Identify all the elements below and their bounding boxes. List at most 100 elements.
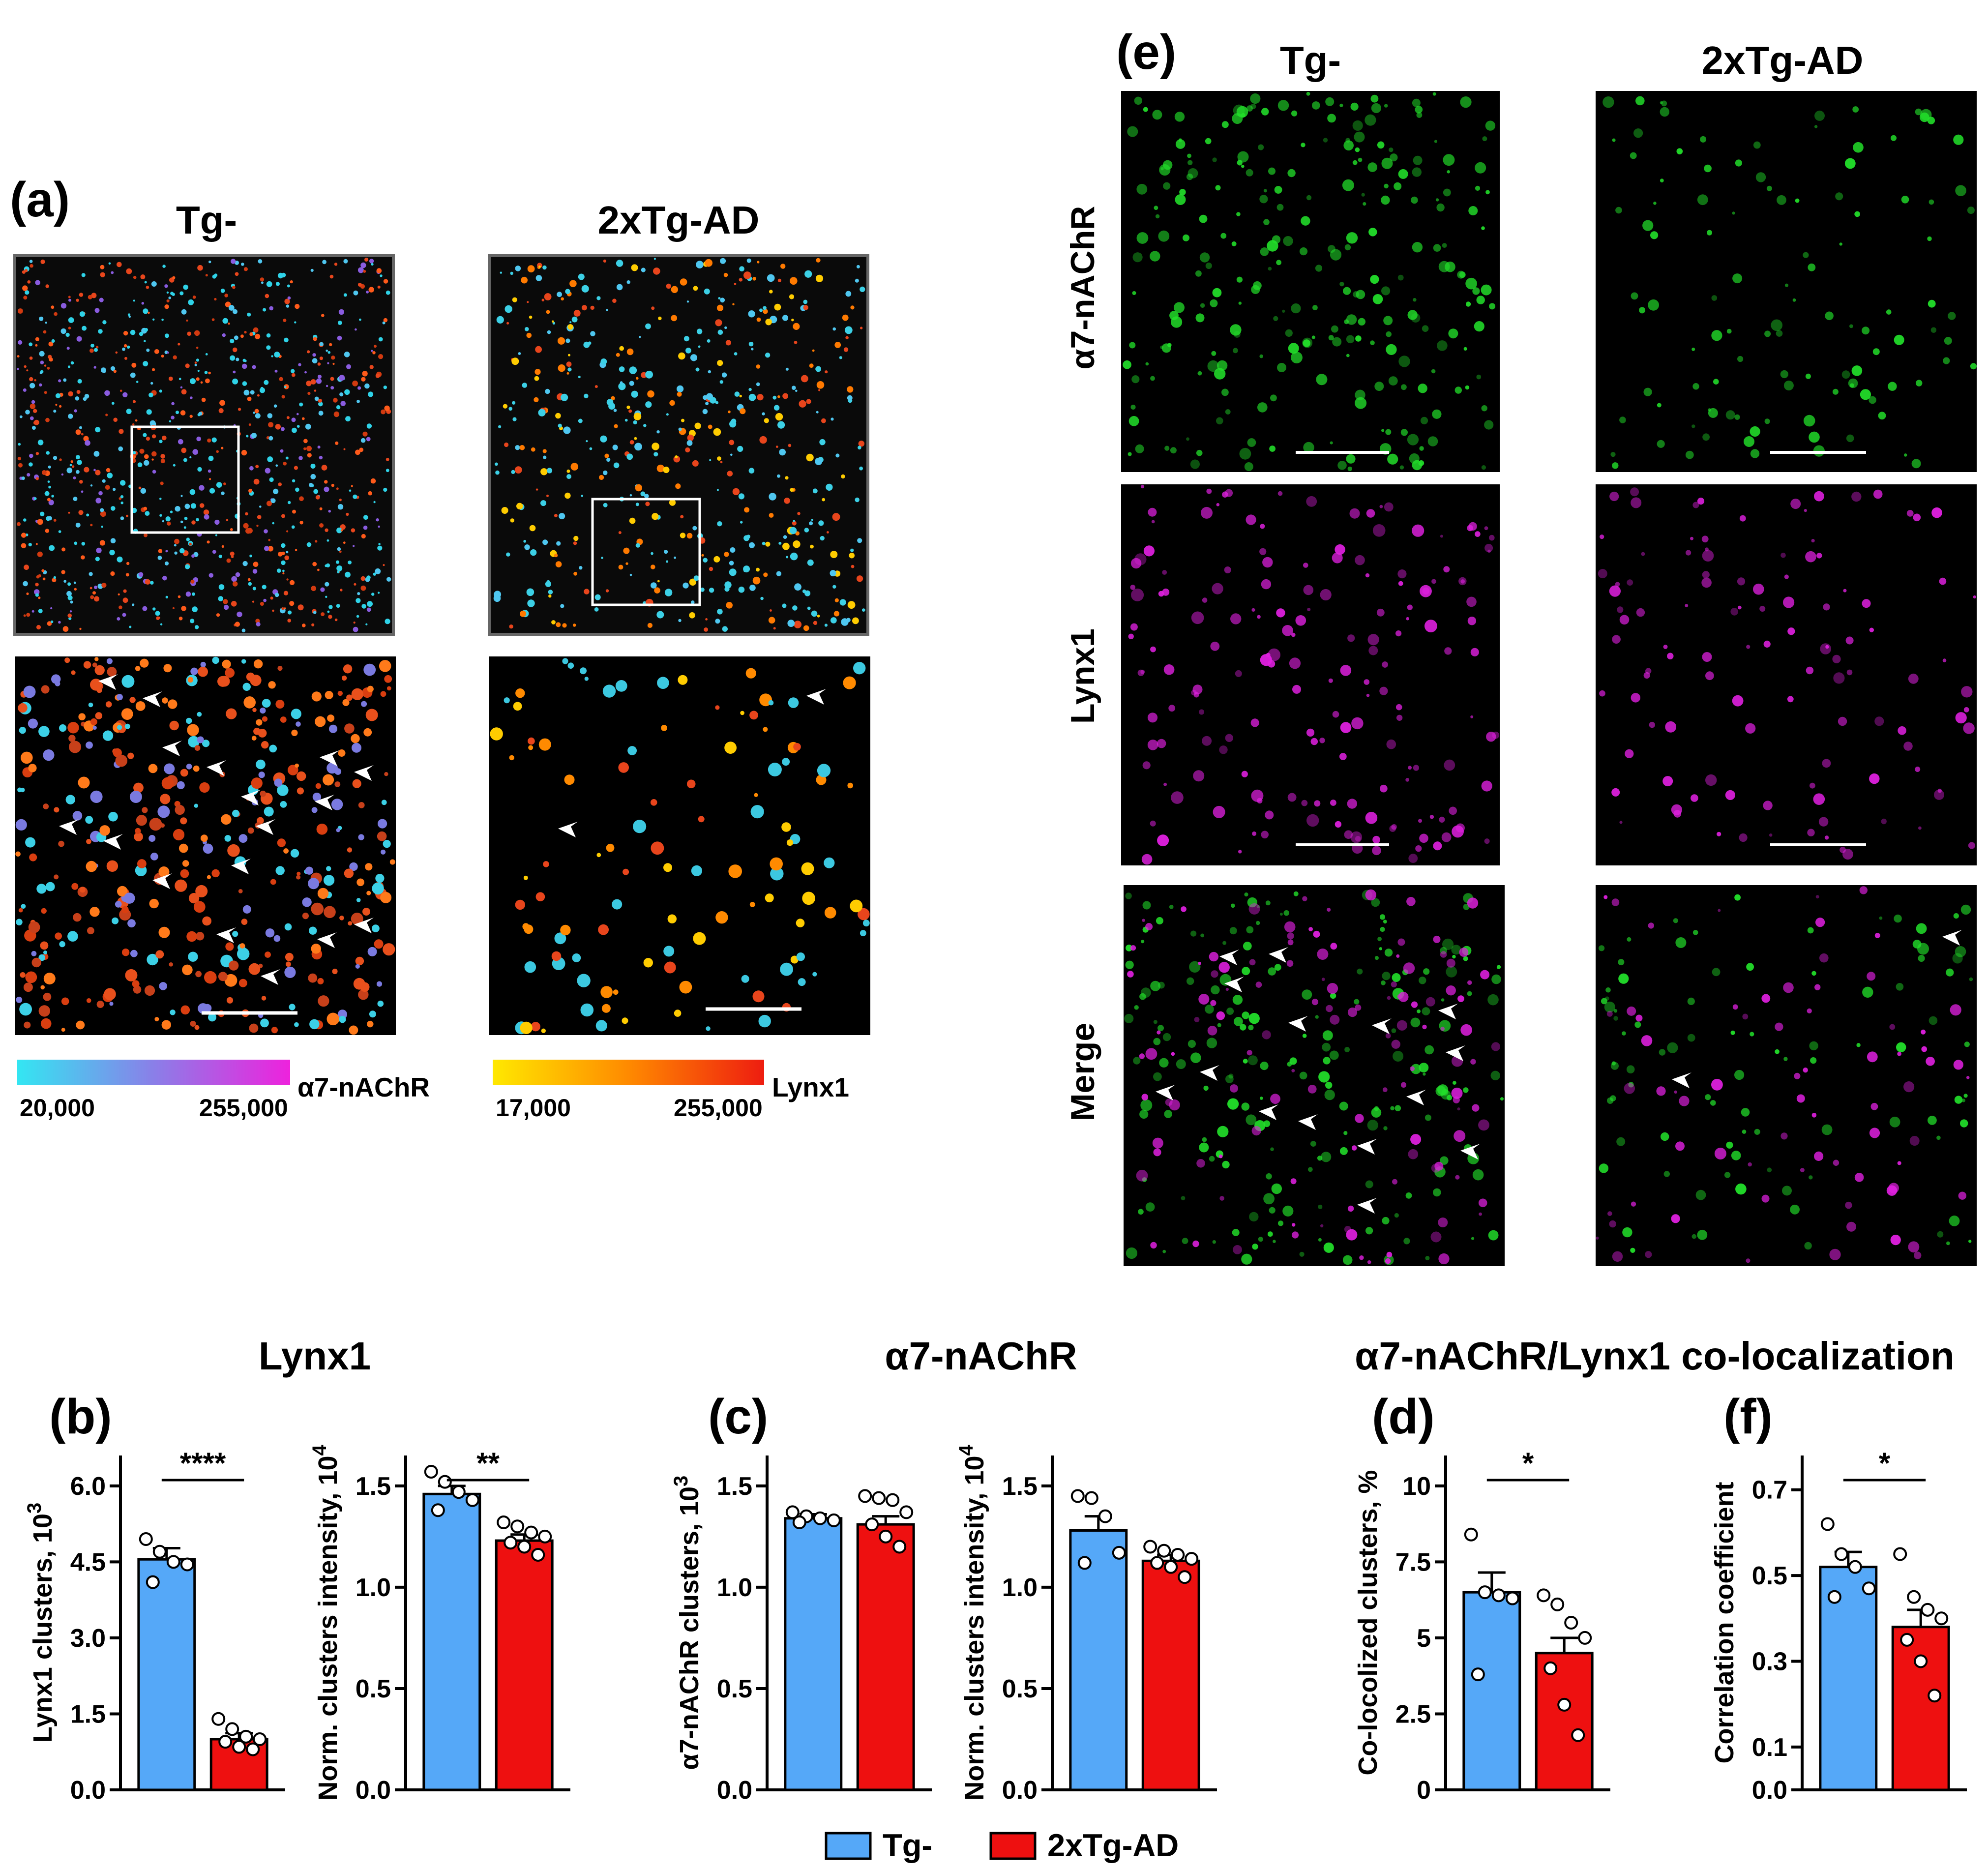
panel-label-b: (b) <box>49 1389 112 1444</box>
panel-label-d: (d) <box>1372 1389 1435 1444</box>
micrograph-a7-2xtg <box>1596 91 1977 472</box>
micrograph-lynx1-2xtg <box>1596 484 1977 865</box>
y-tick-label: 0.0 <box>717 1776 752 1805</box>
y-axis-label: Norm. clusters intensity, 104 <box>955 1445 989 1801</box>
y-tick-label: 0.0 <box>1002 1776 1038 1805</box>
chart-b1: 0.0 1.5 3.0 4.5 6.0 Lynx1 clusters, 103 **** <box>24 1447 285 1805</box>
arrowhead-icon <box>354 918 374 933</box>
data-point <box>1084 1491 1098 1505</box>
data-point <box>785 1505 800 1519</box>
data-point <box>1934 1611 1949 1626</box>
data-point <box>1070 1489 1085 1503</box>
micrograph-a7-tg <box>1121 91 1500 472</box>
arrowhead-icon <box>152 873 172 889</box>
arrowhead-icon <box>1357 1198 1377 1214</box>
data-point <box>1178 1570 1192 1584</box>
arrowhead-icon <box>1406 1090 1426 1105</box>
y-tick-label: 3.0 <box>70 1624 106 1653</box>
render-dots <box>490 658 870 1035</box>
arrowhead-icon <box>1438 1004 1458 1019</box>
legend-swatch-2xtg <box>989 1832 1037 1860</box>
micrograph-merge-2xtg <box>1596 885 1977 1266</box>
y-tick-label: 0.7 <box>1752 1476 1787 1505</box>
data-point <box>1827 1590 1841 1604</box>
data-point <box>1900 1633 1914 1647</box>
y-tick-label: 0.5 <box>1002 1675 1038 1703</box>
arrowhead-icon <box>1269 947 1288 963</box>
data-point <box>1571 1728 1585 1742</box>
zoom-box <box>130 425 240 534</box>
bar-tg <box>1819 1566 1878 1791</box>
data-point <box>152 1544 167 1559</box>
data-point <box>1150 1556 1164 1570</box>
data-point <box>239 1729 253 1744</box>
arrowhead-icon <box>1288 1016 1308 1032</box>
legend-label-2xtg: 2xTg-AD <box>1047 1827 1179 1863</box>
arrowhead-icon <box>256 819 275 835</box>
arrowhead-icon <box>320 750 339 766</box>
data-point <box>166 1555 180 1569</box>
data-point <box>438 1475 452 1489</box>
arrowhead-icon <box>1156 1085 1175 1100</box>
y-tick-label: 0.0 <box>356 1776 391 1805</box>
data-point <box>497 1515 511 1529</box>
render-dots <box>493 258 865 632</box>
significance-label: * <box>1879 1447 1891 1480</box>
data-point <box>424 1464 438 1479</box>
panel-e-row-merge: Merge <box>1064 1023 1101 1121</box>
data-point <box>531 1547 545 1562</box>
data-point <box>538 1529 552 1544</box>
data-point <box>1564 1616 1578 1630</box>
data-point <box>1171 1547 1185 1562</box>
bar-tg <box>422 1492 481 1791</box>
arrowhead-icon <box>162 741 182 756</box>
y-tick-label: 0.3 <box>1752 1647 1787 1676</box>
data-point <box>1928 1689 1942 1703</box>
group-title-coloc: α7-nAChR/Lynx1 co-localization <box>1355 1334 1955 1378</box>
data-point <box>465 1493 479 1507</box>
arrowhead-icon <box>1446 1045 1465 1061</box>
data-point <box>1848 1560 1862 1574</box>
arrowhead-icon <box>806 689 826 705</box>
arrowheads <box>558 689 826 837</box>
panel-e-col-2xtg: 2xTg-AD <box>1702 38 1864 82</box>
chart-b2: 0.0 0.5 1.0 1.5 Norm. clusters intensity, 10… <box>309 1445 570 1805</box>
colorbar-a7-name: α7-nAChR <box>297 1072 430 1102</box>
data-point <box>431 1503 445 1517</box>
data-point <box>1578 1631 1592 1645</box>
bar-tg <box>137 1558 196 1791</box>
data-point <box>1820 1517 1835 1531</box>
panel-e-col-tg: Tg- <box>1280 38 1341 82</box>
chart-d: 0 2.5 5 7.5 10 Co-locolized clusters, % * <box>1353 1447 1610 1805</box>
y-tick-label: 1.5 <box>717 1472 752 1501</box>
arrowhead-icon <box>1298 1114 1318 1130</box>
y-tick-label: 0.0 <box>70 1776 106 1805</box>
arrowhead-icon <box>1357 1139 1377 1155</box>
y-tick-label: 1.0 <box>356 1574 391 1602</box>
data-point <box>1164 1560 1178 1574</box>
colorbar-lynx1 <box>493 1060 764 1085</box>
data-point <box>1862 1581 1876 1596</box>
data-point <box>232 1740 246 1754</box>
y-tick-label: 4.5 <box>70 1548 106 1576</box>
y-tick-label: 0.0 <box>1752 1776 1787 1805</box>
data-point <box>1478 1585 1492 1600</box>
arrowhead-icon <box>317 932 337 948</box>
micrograph-lynx1-tg <box>1121 484 1500 865</box>
y-axis-label: Norm. clusters intensity, 104 <box>309 1445 343 1801</box>
data-point <box>1112 1545 1126 1560</box>
panel-label-c: (c) <box>708 1389 768 1444</box>
arrowhead-icon <box>1259 1104 1278 1120</box>
data-point <box>517 1540 532 1554</box>
arrowhead-icon <box>261 969 280 985</box>
data-point <box>1550 1597 1565 1611</box>
legend-label-tg: Tg- <box>883 1827 932 1863</box>
legend-swatch-tg <box>825 1832 872 1860</box>
3d-render-tg-zoom <box>15 656 396 1035</box>
data-point <box>1537 1588 1551 1603</box>
arrowhead-icon <box>98 674 118 690</box>
arrowhead-icon <box>1672 1072 1691 1088</box>
zoom-box <box>591 498 701 606</box>
data-point <box>1907 1590 1921 1604</box>
data-point <box>1505 1591 1519 1605</box>
